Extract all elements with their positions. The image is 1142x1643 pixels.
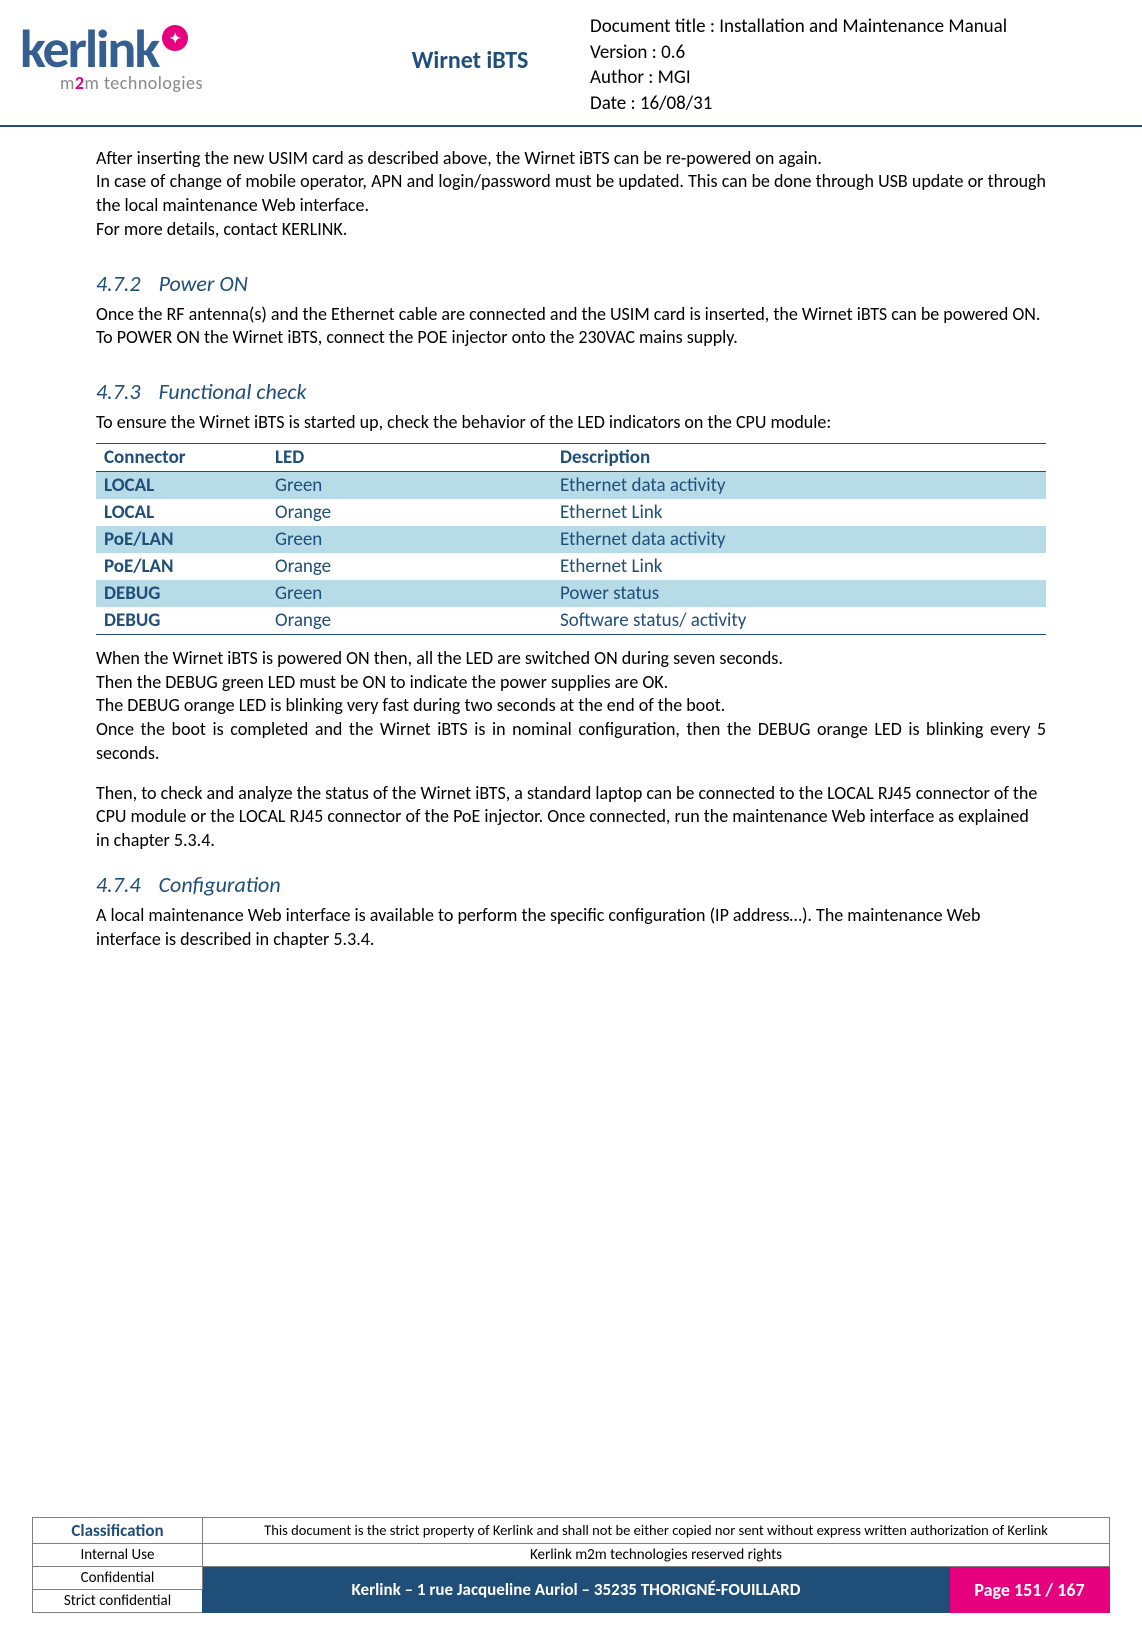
intro-p2: In case of change of mobile operator, AP… (96, 170, 1046, 218)
section-func-p3: Then the DEBUG green LED must be ON to i… (96, 671, 1046, 695)
table-row: PoE/LANOrangeEthernet Link (96, 553, 1046, 580)
intro-p1: After inserting the new USIM card as des… (96, 147, 1046, 171)
footer-internal-use: Internal Use (33, 1544, 203, 1567)
table-row: DEBUGGreenPower status (96, 580, 1046, 607)
footer-strict-confidential: Strict confidential (33, 1590, 203, 1613)
section-configuration: 4.7.4Configuration (96, 871, 1046, 898)
intro-p3: For more details, contact KERLINK. (96, 218, 1046, 242)
page-content: After inserting the new USIM card as des… (0, 127, 1142, 952)
logo-dot-icon: ✦ (162, 25, 188, 51)
footer-page-number: Page 151 / 167 (950, 1567, 1110, 1613)
section-power-on: 4.7.2Power ON (96, 270, 1046, 297)
section-functional-check: 4.7.3Functional check (96, 378, 1046, 405)
table-row: LOCALGreenEthernet data activity (96, 471, 1046, 499)
page-header: kerlink ✦ m2m technologies Wirnet iBTS D… (0, 0, 1142, 127)
footer-address: Kerlink – 1 rue Jacqueline Auriol – 3523… (203, 1567, 950, 1613)
section-func-p2: When the Wirnet iBTS is powered ON then,… (96, 647, 1046, 671)
logo-subtitle: m2m technologies (60, 72, 203, 94)
section-func-p5: Once the boot is completed and the Wirne… (96, 718, 1046, 766)
footer-confidential: Confidential (33, 1567, 203, 1590)
footer-classification-label: Classification (33, 1518, 203, 1544)
section-power-on-p1: Once the RF antenna(s) and the Ethernet … (96, 303, 1046, 327)
product-name: Wirnet iBTS (350, 10, 590, 75)
led-table: Connector LED Description LOCALGreenEthe… (96, 443, 1046, 635)
section-func-p4: The DEBUG orange LED is blinking very fa… (96, 694, 1046, 718)
page-footer: Classification This document is the stri… (0, 1517, 1142, 1613)
section-func-p6: Then, to check and analyze the status of… (96, 782, 1046, 853)
table-row: PoE/LANGreenEthernet data activity (96, 526, 1046, 553)
section-power-on-p2: To POWER ON the Wirnet iBTS, connect the… (96, 326, 1046, 350)
footer-property-text: This document is the strict property of … (203, 1518, 1110, 1544)
footer-rights: Kerlink m2m technologies reserved rights (203, 1544, 1110, 1567)
document-meta: Document title : Installation and Mainte… (590, 10, 1122, 117)
table-header-row: Connector LED Description (96, 443, 1046, 471)
section-func-p1: To ensure the Wirnet iBTS is started up,… (96, 411, 1046, 435)
table-row: DEBUGOrangeSoftware status/ activity (96, 607, 1046, 635)
logo: kerlink ✦ m2m technologies (20, 10, 350, 94)
section-config-p1: A local maintenance Web interface is ava… (96, 904, 1046, 952)
table-row: LOCALOrangeEthernet Link (96, 499, 1046, 526)
